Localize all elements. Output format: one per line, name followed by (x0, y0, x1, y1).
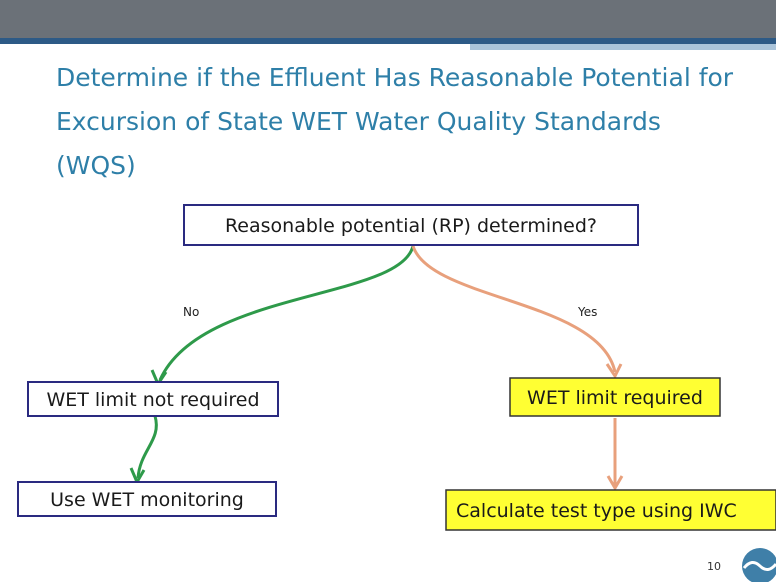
title-line: Excursion of State WET Water Quality Sta… (56, 107, 661, 136)
node-label: WET limit not required (46, 389, 259, 411)
edge (136, 415, 158, 479)
logo-wave (742, 561, 776, 571)
edge-yes (411, 245, 617, 373)
node-box (509, 377, 721, 417)
title-line: Determine if the Effluent Has Reasonable… (56, 63, 734, 92)
edge-no (158, 245, 415, 381)
header-bar (0, 0, 776, 38)
node-box (17, 481, 277, 517)
page-number: 10 (707, 560, 721, 573)
node-label: Reasonable potential (RP) determined? (225, 215, 597, 237)
header-stripe-light (470, 44, 776, 50)
arrowhead (606, 475, 624, 491)
node-label: Calculate test type using IWC (456, 500, 737, 522)
node-box (183, 204, 639, 246)
edge-label: No (183, 305, 199, 319)
header-stripe (0, 38, 776, 44)
node-label: WET limit required (527, 387, 703, 409)
edge-label: Yes (577, 305, 597, 319)
node-box (445, 489, 776, 531)
arrowhead (605, 363, 623, 379)
node-label: Use WET monitoring (50, 489, 244, 511)
node-box (27, 381, 279, 417)
title-line: (WQS) (56, 151, 136, 180)
